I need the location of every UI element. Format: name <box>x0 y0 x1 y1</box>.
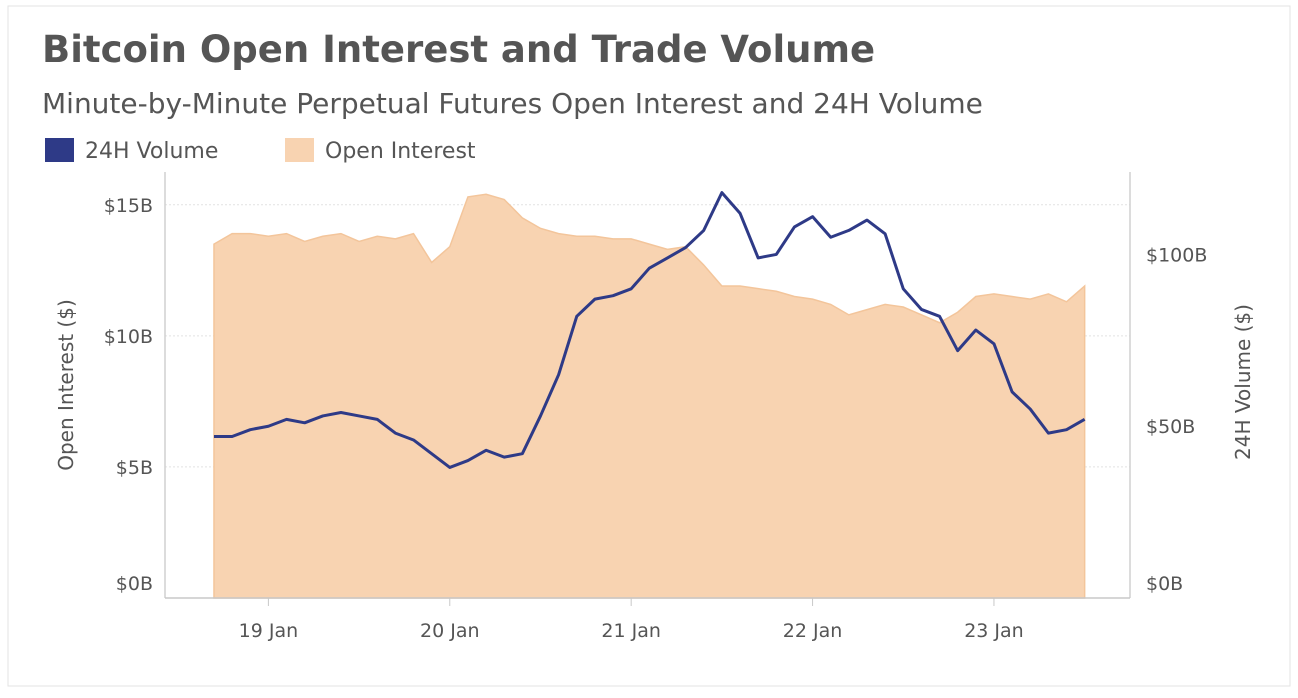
x-tick-label: 19 Jan <box>239 620 299 642</box>
y-tick-label: $5B <box>116 457 153 479</box>
area <box>213 193 1086 599</box>
y2-axis-title: 24H Volume ($) <box>1231 304 1255 460</box>
chart-subtitle: Minute-by-Minute Perpetual Futures Open … <box>42 87 983 120</box>
y-tick-label: $15B <box>104 195 153 217</box>
legend-label: Open Interest <box>325 139 476 164</box>
y-tick-label: $0B <box>116 573 153 595</box>
y2-tick-label: $50B <box>1146 416 1195 438</box>
legend-label: 24H Volume <box>85 139 218 164</box>
x-tick-label: 22 Jan <box>783 620 843 642</box>
x-tick-label: 23 Jan <box>964 620 1024 642</box>
x-tick-label: 20 Jan <box>420 620 480 642</box>
x-tick-label: 21 Jan <box>601 620 661 642</box>
legend-swatch <box>285 138 314 162</box>
line <box>213 191 1086 469</box>
y2-tick-label: $0B <box>1146 573 1183 595</box>
chart-title: Bitcoin Open Interest and Trade Volume <box>42 28 875 71</box>
y-axis-title: Open Interest ($) <box>54 299 78 471</box>
y-tick-label: $10B <box>104 326 153 348</box>
legend-swatch <box>45 138 74 162</box>
y2-tick-label: $100B <box>1146 244 1207 266</box>
